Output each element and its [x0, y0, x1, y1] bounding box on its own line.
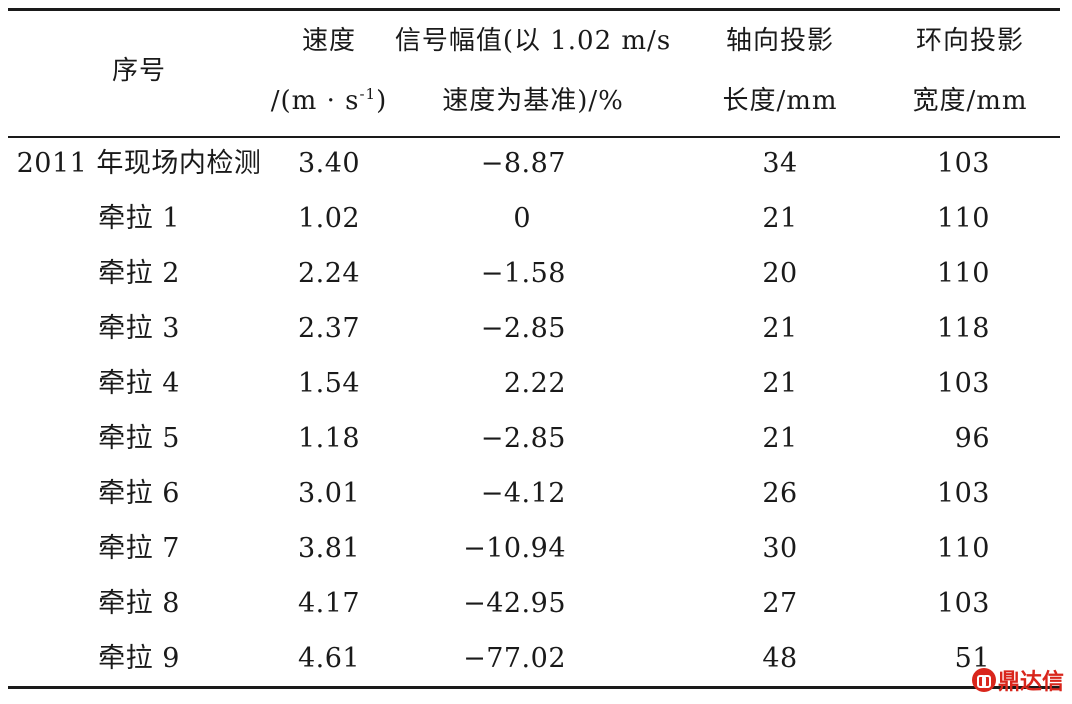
row-9-speed: 4.17 [297, 588, 361, 619]
table-bottom-rule [8, 686, 1060, 689]
row-2-hoop: 110 [936, 203, 990, 234]
row-10-hoop: 51 [954, 643, 990, 674]
row-7-signal: −4.12 [480, 478, 566, 509]
row-8-name: 牵拉 7 [98, 533, 180, 564]
row-2-signal: 0 [513, 203, 531, 234]
row-1-axial: 34 [762, 148, 798, 179]
row-4-name: 牵拉 3 [98, 313, 180, 344]
header-speed: 速度 [301, 26, 357, 56]
row-1-name: 2011 年现场内检测 [16, 148, 262, 179]
row-5-signal: 2.22 [503, 368, 566, 399]
watermark-text: 鼎达信 [997, 670, 1064, 695]
row-3-axial: 20 [762, 258, 798, 289]
header-axial-line1: 轴向投影 [725, 26, 835, 56]
row-8-signal: −10.94 [463, 533, 566, 564]
row-1-hoop: 103 [936, 148, 990, 179]
row-7-name: 牵拉 6 [98, 478, 180, 509]
row-1-speed: 3.40 [297, 148, 361, 179]
row-3-hoop: 110 [936, 258, 990, 289]
header-speed-unit-post: ) [376, 86, 388, 116]
data-table: 序号 速度 /(m · s-1) 信号幅值(以 1.02 m/s 速度为基准)/… [8, 8, 1060, 690]
header-speed-unit: /(m · s-1) [270, 85, 388, 116]
header-speed-unit-sup: -1 [359, 85, 377, 103]
row-5-name: 牵拉 4 [98, 368, 180, 399]
header-hoop-line1: 环向投影 [915, 26, 1025, 56]
header-speed-unit-pre: /(m · s [270, 86, 360, 116]
header-axial-line2: 长度/mm [722, 86, 838, 116]
row-1-signal: −8.87 [480, 148, 566, 179]
row-8-hoop: 110 [936, 533, 990, 564]
watermark: 鼎达信 [971, 664, 1064, 696]
row-2-axial: 21 [762, 203, 798, 234]
row-10-speed: 4.61 [297, 643, 361, 674]
row-9-name: 牵拉 8 [98, 588, 180, 619]
row-6-axial: 21 [762, 423, 798, 454]
row-9-signal: −42.95 [463, 588, 566, 619]
header-signal-line1: 信号幅值(以 1.02 m/s [394, 26, 672, 56]
row-7-hoop: 103 [936, 478, 990, 509]
row-4-axial: 21 [762, 313, 798, 344]
row-10-name: 牵拉 9 [98, 643, 180, 674]
row-8-axial: 30 [762, 533, 798, 564]
row-4-hoop: 118 [936, 313, 990, 344]
brand-logo-icon [971, 668, 996, 692]
row-6-signal: −2.85 [480, 423, 566, 454]
row-6-name: 牵拉 5 [98, 423, 180, 454]
row-4-speed: 2.37 [297, 313, 361, 344]
row-6-hoop: 96 [954, 423, 990, 454]
row-9-hoop: 103 [936, 588, 990, 619]
row-5-axial: 21 [762, 368, 798, 399]
row-10-signal: −77.02 [463, 643, 566, 674]
header-hoop-line2: 宽度/mm [912, 86, 1028, 116]
row-10-axial: 48 [762, 643, 798, 674]
header-index: 序号 [111, 56, 167, 86]
table-top-rule [8, 8, 1060, 11]
row-3-signal: −1.58 [480, 258, 566, 289]
row-6-speed: 1.18 [297, 423, 361, 454]
row-3-name: 牵拉 2 [98, 258, 180, 289]
row-2-name: 牵拉 1 [98, 203, 180, 234]
row-7-axial: 26 [762, 478, 798, 509]
row-2-speed: 1.02 [297, 203, 361, 234]
row-5-speed: 1.54 [297, 368, 361, 399]
header-signal-line2: 速度为基准)/% [442, 86, 624, 116]
row-5-hoop: 103 [936, 368, 990, 399]
row-9-axial: 27 [762, 588, 798, 619]
row-3-speed: 2.24 [297, 258, 361, 289]
row-8-speed: 3.81 [297, 533, 361, 564]
table-header-rule [8, 136, 1060, 138]
row-7-speed: 3.01 [297, 478, 361, 509]
row-4-signal: −2.85 [480, 313, 566, 344]
